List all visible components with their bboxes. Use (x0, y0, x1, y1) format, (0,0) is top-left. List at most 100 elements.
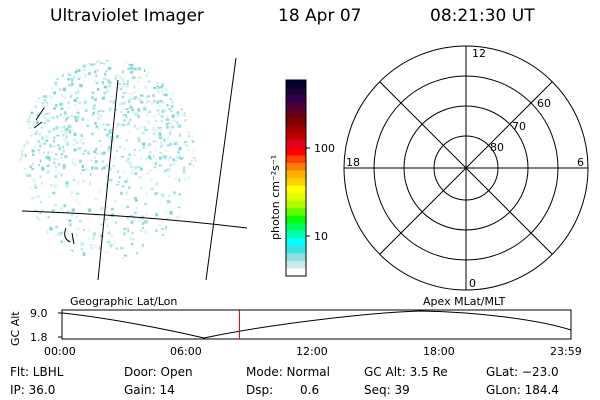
speckle (59, 113, 62, 116)
speckle (132, 85, 136, 89)
speckle (177, 94, 181, 97)
speckle (173, 142, 177, 146)
speckle (130, 171, 133, 175)
speckle (63, 138, 67, 141)
speckle (107, 133, 110, 136)
speckle (76, 92, 80, 94)
mlat-label-80: 80 (490, 141, 504, 154)
speckle (122, 102, 126, 105)
speckle (63, 88, 66, 92)
speckle (133, 149, 136, 152)
speckle (161, 109, 165, 112)
speckle (82, 142, 85, 145)
speckle (56, 158, 59, 161)
speckle (74, 70, 78, 74)
speckle (142, 226, 145, 229)
polar-plot (343, 45, 589, 291)
speckle (97, 127, 100, 130)
speckle (37, 149, 41, 151)
speckle (43, 99, 47, 102)
speckle (32, 79, 36, 83)
speckle (123, 208, 127, 210)
speckle (37, 195, 40, 198)
colorbar-cell (286, 193, 306, 202)
speckle (67, 116, 71, 119)
speckle (109, 142, 112, 144)
speckle (99, 61, 103, 64)
speckle (89, 173, 92, 176)
speckle (44, 116, 47, 120)
speckle (195, 158, 196, 161)
speckle (136, 80, 140, 83)
speckle (150, 101, 154, 105)
speckle (81, 117, 85, 121)
speckle (160, 73, 163, 76)
speckle (118, 83, 121, 86)
speckle (29, 186, 33, 190)
speckle (94, 80, 98, 83)
colorbar-cell (286, 230, 306, 239)
speckle (174, 77, 179, 80)
speckle (55, 76, 59, 80)
speckle (149, 60, 152, 61)
speckle (96, 112, 100, 115)
speckle (92, 111, 95, 115)
speckle (192, 60, 195, 62)
speckle (46, 235, 49, 237)
speckle (47, 71, 51, 74)
speckle (149, 151, 152, 154)
speckle (190, 159, 194, 163)
speckle (159, 146, 163, 150)
speckle (126, 205, 130, 209)
speckle (65, 249, 67, 252)
speckle (65, 135, 68, 137)
speckle (51, 87, 54, 90)
speckle (49, 144, 52, 148)
speckle (36, 97, 40, 100)
speckle (146, 112, 149, 116)
speckle (91, 166, 94, 170)
speckle (149, 69, 152, 72)
speckle (84, 109, 88, 112)
speckle (55, 225, 59, 229)
speckle (77, 77, 81, 81)
speckle (108, 128, 112, 131)
speckle (76, 62, 80, 64)
speckle (39, 175, 43, 179)
speckle (145, 254, 149, 256)
speckle (73, 104, 77, 106)
speckle (178, 156, 182, 160)
colorbar-frame (285, 79, 307, 277)
dsp-label: Dsp: (246, 383, 274, 397)
speckle (127, 111, 130, 114)
speckle (145, 63, 149, 66)
speckle (105, 70, 108, 72)
speckle (61, 100, 64, 104)
speckle (21, 219, 24, 223)
speckle (188, 176, 190, 180)
speckle (46, 156, 51, 160)
speckle (43, 78, 46, 82)
speckle (33, 87, 37, 91)
speckle (119, 191, 123, 195)
speckle (86, 124, 90, 128)
speckle (53, 163, 56, 166)
speckle (187, 136, 190, 139)
speckle (112, 99, 116, 103)
speckle (103, 218, 107, 221)
speckle (103, 137, 106, 140)
speckle (159, 156, 162, 160)
speckle (31, 196, 35, 200)
speckle (53, 107, 57, 110)
speckle (185, 85, 187, 89)
speckle (106, 252, 109, 254)
speckle (165, 118, 170, 121)
speckle (134, 197, 138, 200)
speckle (182, 156, 185, 159)
speckle (156, 90, 161, 94)
speckle (82, 252, 86, 256)
speckle (47, 151, 49, 155)
speckle (167, 144, 170, 147)
filter-info: Flt: LBHL (10, 365, 64, 379)
speckle (107, 148, 111, 152)
